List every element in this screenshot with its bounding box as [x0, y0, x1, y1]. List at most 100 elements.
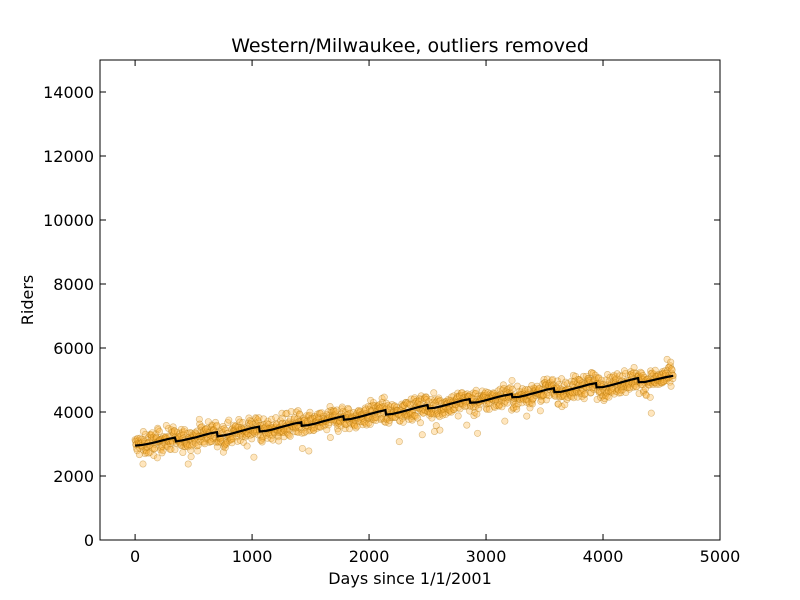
data-point [203, 424, 211, 432]
y-tick-label: 4000 [53, 403, 94, 422]
data-point [274, 431, 282, 439]
data-point [587, 389, 595, 397]
data-point [603, 389, 611, 397]
data-point [642, 392, 650, 400]
data-point [433, 410, 441, 418]
data-point [584, 375, 592, 383]
data-point [362, 419, 370, 427]
data-point [427, 409, 435, 417]
data-point [584, 374, 592, 382]
data-point [630, 364, 638, 372]
data-point [665, 364, 673, 372]
y-tick-label: 0 [84, 531, 94, 550]
data-point [640, 373, 648, 381]
data-point [344, 410, 352, 418]
data-point [177, 431, 185, 439]
data-point [545, 379, 553, 387]
data-point [536, 407, 544, 415]
data-point [434, 411, 442, 419]
data-point [328, 408, 336, 416]
data-point [620, 367, 628, 375]
data-point [266, 431, 274, 439]
data-point [470, 412, 478, 420]
data-point [478, 391, 486, 399]
data-point [492, 401, 500, 409]
data-point [398, 403, 406, 411]
data-point [338, 403, 346, 411]
trend-line [134, 374, 674, 447]
data-point [263, 419, 271, 427]
data-point [419, 409, 427, 417]
data-point [139, 428, 147, 436]
y-tick-label: 6000 [53, 339, 94, 358]
data-point [667, 382, 675, 390]
data-point [554, 400, 562, 408]
data-point [415, 398, 423, 406]
data-point [469, 389, 477, 397]
data-point [320, 422, 328, 430]
data-point [180, 428, 188, 436]
data-point [396, 417, 404, 425]
data-point [187, 446, 195, 454]
data-point [508, 385, 516, 393]
data-point [472, 386, 480, 394]
data-point [162, 421, 170, 429]
data-point [461, 403, 469, 411]
data-point [218, 425, 226, 433]
data-point [471, 390, 479, 398]
data-point [630, 368, 638, 376]
data-point [666, 378, 674, 386]
data-point [189, 440, 197, 448]
data-point [221, 444, 229, 452]
data-point [230, 421, 238, 429]
data-point [246, 417, 254, 425]
data-point [223, 438, 231, 446]
data-point [556, 393, 564, 401]
data-point [491, 403, 499, 411]
data-point [581, 390, 589, 398]
data-point [404, 411, 412, 419]
data-point [294, 407, 302, 415]
data-point [283, 409, 291, 417]
data-point [363, 421, 371, 429]
data-point [345, 425, 353, 433]
data-point [309, 415, 317, 423]
data-point [187, 429, 195, 437]
data-point [295, 424, 303, 432]
data-point [209, 434, 217, 442]
data-point [157, 446, 165, 454]
data-point [154, 424, 162, 432]
data-point [255, 418, 263, 426]
x-tick-label: 3000 [466, 547, 507, 566]
data-point [243, 442, 251, 450]
data-point [246, 431, 254, 439]
data-point [339, 407, 347, 415]
data-point [217, 427, 225, 435]
data-point [279, 428, 287, 436]
data-point [450, 405, 458, 413]
data-point [206, 436, 214, 444]
data-point [284, 430, 292, 438]
data-point [654, 371, 662, 379]
data-point [279, 428, 287, 436]
data-point [277, 428, 285, 436]
data-point [136, 434, 144, 442]
data-point [212, 438, 220, 446]
data-point [250, 453, 258, 461]
data-point [170, 427, 178, 435]
data-point [298, 429, 306, 437]
data-point [355, 406, 363, 414]
data-point [508, 406, 516, 414]
data-point [181, 426, 189, 434]
data-point [403, 400, 411, 408]
data-point [268, 415, 276, 423]
data-point [509, 404, 517, 412]
data-point [450, 406, 458, 414]
data-point [395, 438, 403, 446]
data-point [642, 391, 650, 399]
data-point [518, 385, 526, 393]
data-point [510, 403, 518, 411]
data-point [431, 396, 439, 404]
data-point [313, 410, 321, 418]
data-point [281, 427, 289, 435]
